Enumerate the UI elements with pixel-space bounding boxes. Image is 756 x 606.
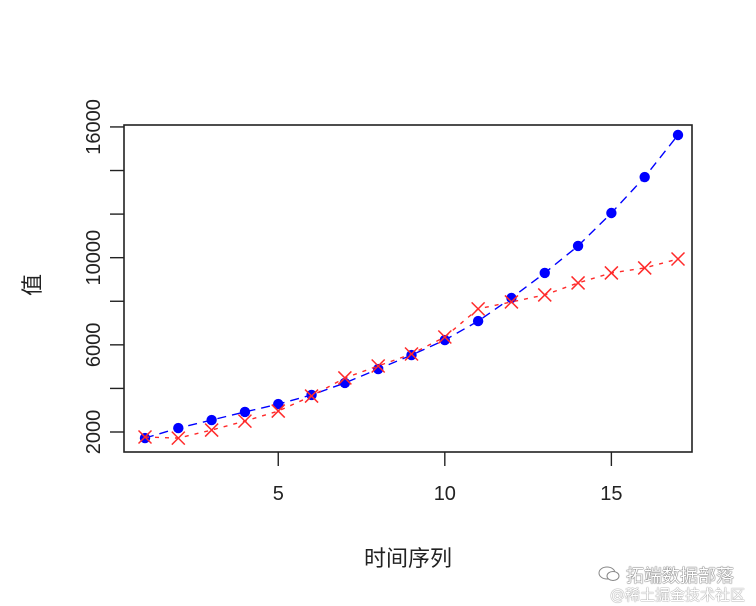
data-point-x <box>604 265 619 280</box>
data-point-x <box>537 287 552 302</box>
data-point-circle <box>572 240 584 252</box>
y-tick-label: 2000 <box>83 410 105 455</box>
wechat-icon <box>598 566 620 581</box>
series-red-x <box>137 251 686 446</box>
data-point-x <box>371 358 386 374</box>
data-point-circle <box>639 171 650 183</box>
plot-frame <box>123 124 693 453</box>
data-point-x <box>204 423 219 438</box>
data-point-x <box>437 329 452 345</box>
data-point-circle <box>439 334 451 346</box>
y-axis-title: 值 <box>21 274 46 296</box>
series-line <box>144 258 679 439</box>
axes: 5 10 15 2000 6000 10000 16000 <box>83 99 693 505</box>
data-point-circle <box>273 398 284 410</box>
data-point-x <box>337 370 352 385</box>
data-point-circle <box>306 389 317 401</box>
data-point-circle <box>339 377 351 389</box>
data-point-circle <box>239 406 251 418</box>
x-axis-title: 时间序列 <box>364 547 452 572</box>
data-point-x <box>171 431 186 446</box>
data-point-circle <box>472 315 484 327</box>
data-point-x <box>471 301 486 316</box>
data-point-circle <box>539 267 550 279</box>
data-point-circle <box>139 432 151 444</box>
data-point-circle <box>173 422 184 434</box>
y-tick-label: 6000 <box>83 323 105 368</box>
data-point-x <box>571 275 586 290</box>
series-line <box>144 134 679 439</box>
data-point-circle <box>406 349 417 361</box>
data-point-x <box>670 251 686 267</box>
series-layer <box>137 129 686 446</box>
watermark-title: 拓端数据部落 <box>626 566 734 587</box>
x-tick-label: 15 <box>600 483 622 505</box>
y-tick-label: 16000 <box>83 99 105 155</box>
x-tick-label: 5 <box>273 483 284 505</box>
data-point-circle <box>206 414 217 426</box>
data-point-circle <box>672 129 684 141</box>
data-point-x <box>271 404 286 419</box>
data-point-x <box>637 260 652 275</box>
series-blue-points <box>139 129 684 444</box>
data-point-x <box>504 294 519 309</box>
watermark: 拓端数据部落 @稀土掘金技术社区 <box>590 562 756 606</box>
data-point-x <box>137 429 153 445</box>
watermark-subtitle: @稀土掘金技术社区 <box>610 586 746 604</box>
data-point-circle <box>606 207 617 219</box>
data-point-circle <box>372 363 384 375</box>
data-point-circle <box>506 292 517 304</box>
data-point-x <box>237 414 252 429</box>
data-point-x <box>304 389 319 404</box>
y-tick-label: 10000 <box>83 230 105 286</box>
x-tick-label: 10 <box>434 483 456 505</box>
data-point-x <box>404 346 419 362</box>
